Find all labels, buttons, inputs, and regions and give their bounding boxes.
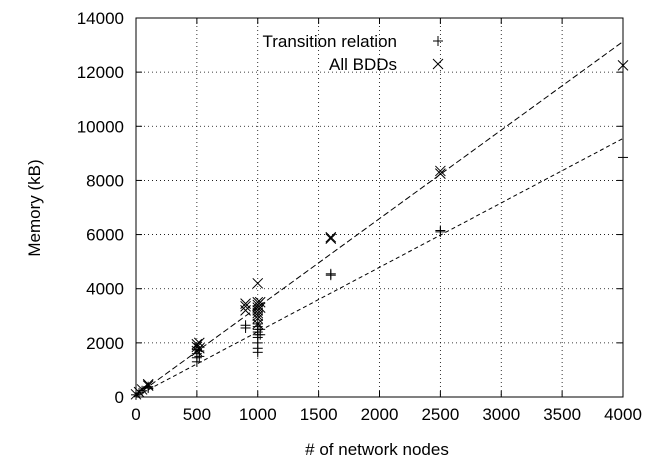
data-point-all-bdds: [252, 302, 264, 314]
x-tick-label: 1500: [300, 405, 338, 424]
data-point-all-bdds: [435, 165, 446, 177]
legend-plus-mark: [433, 36, 443, 46]
x-tick-label: 1000: [239, 405, 277, 424]
cross-b: [252, 310, 264, 322]
legend-marker-plus: [433, 36, 443, 46]
axes-frame: [135, 17, 624, 398]
data-point-all-bdds: [136, 384, 148, 395]
cross-b: [435, 168, 446, 180]
fit-line-all-bdds: [135, 41, 624, 397]
data-point-all-bdds: [193, 337, 205, 349]
data-point-all-bdds: [142, 380, 154, 391]
fit-line-transition-relation: [135, 138, 624, 397]
data-point-all-bdds: [193, 342, 205, 354]
data-point-all-bdds: [252, 310, 264, 322]
x-tick-label: 3500: [543, 405, 581, 424]
cross-b: [432, 58, 444, 70]
data-point-all-bdds: [240, 300, 251, 312]
legend-label-transition-relation: Transition relation: [263, 32, 398, 51]
cross-b: [191, 338, 203, 350]
data-point-all-bdds: [252, 296, 264, 308]
cross-b: [252, 318, 264, 330]
data-point-all-bdds: [254, 302, 266, 314]
cross-b: [325, 231, 337, 243]
data-point-all-bdds: [325, 231, 337, 243]
cross-b: [254, 296, 266, 308]
data-point-transition-relation: [137, 385, 148, 396]
data-point-all-bdds: [435, 168, 446, 180]
x-tick-label: 4000: [604, 405, 642, 424]
y-tick-label: 8000: [86, 171, 124, 190]
data-point-all-bdds: [252, 277, 264, 289]
cross-b: [193, 337, 205, 349]
legend: Transition relation All BDDs: [263, 32, 444, 74]
legend-label-all-bdds: All BDDs: [329, 55, 397, 74]
y-tick-label: 14000: [77, 9, 124, 28]
cross-b: [136, 384, 148, 395]
x-tick-label: 2500: [421, 405, 459, 424]
data-point-all-bdds: [142, 378, 154, 390]
data-point-all-bdds: [240, 298, 251, 309]
cross-b: [254, 302, 266, 314]
y-tick-label: 12000: [77, 63, 124, 82]
y-axis-title: Memory (kB): [25, 159, 44, 256]
y-tick-label: 0: [115, 388, 124, 407]
legend-cross-mark: [432, 58, 444, 70]
y-tick-label: 10000: [77, 117, 124, 136]
data-point-transition-relation: [325, 268, 336, 279]
y-tick-label: 4000: [86, 280, 124, 299]
cross-b: [435, 165, 446, 177]
cross-b: [252, 313, 264, 324]
cross-b: [252, 296, 264, 308]
data-point-transition-relation: [435, 225, 446, 236]
x-tick-label: 3000: [482, 405, 520, 424]
data-point-all-bdds: [252, 313, 264, 324]
data-point-all-bdds: [325, 233, 337, 244]
fit-lines: [135, 41, 624, 397]
cross-b: [325, 233, 337, 244]
data-points: [130, 60, 629, 400]
cross-b: [252, 302, 264, 314]
cross-b: [142, 380, 154, 391]
x-tick-label: 2000: [361, 405, 399, 424]
y-tick-label: 2000: [86, 334, 124, 353]
cross-b: [142, 378, 154, 390]
cross-b: [252, 307, 264, 319]
y-tick-label: 6000: [86, 226, 124, 245]
legend-marker-cross: [432, 58, 444, 70]
x-axis-title: # of network nodes: [305, 440, 449, 459]
cross-b: [193, 342, 205, 354]
cross-b: [240, 300, 251, 312]
data-point-all-bdds: [252, 318, 264, 330]
cross-b: [240, 298, 251, 309]
data-point-all-bdds: [254, 296, 266, 308]
grid-lines: [136, 18, 623, 397]
cross-b: [252, 277, 264, 289]
x-tick-label: 0: [131, 405, 140, 424]
data-point-transition-relation: [240, 320, 251, 331]
x-tick-label: 500: [183, 405, 211, 424]
data-point-all-bdds: [252, 307, 264, 319]
tick-labels: 0 500 1000 1500 2000 2500 3000 3500 4000 0 2000 400…: [77, 9, 642, 424]
